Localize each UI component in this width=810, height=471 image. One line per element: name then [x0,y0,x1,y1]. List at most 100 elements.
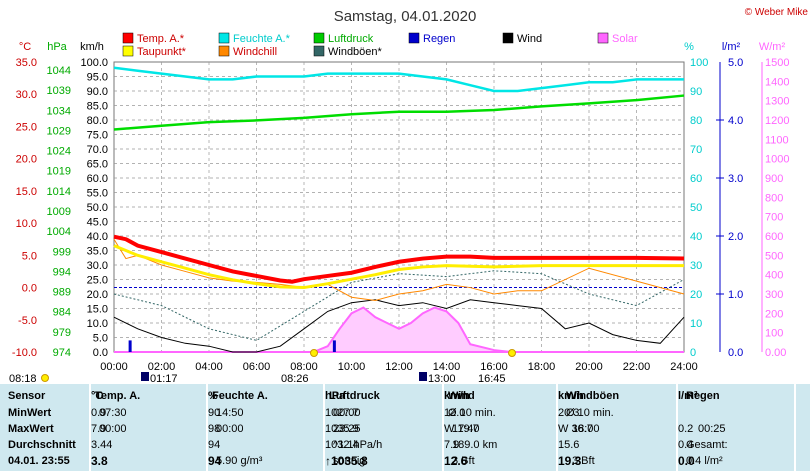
legend-swatch [122,32,134,44]
humidity-min-time: 14:50 [216,407,244,419]
wind-tick-label: 15.0 [87,304,108,316]
rain-axis-unit: l/m² [722,41,741,53]
legend-label: Feuchte A.* [233,33,291,45]
solar-tick-label: 1200 [765,115,789,127]
legend-swatch [218,45,230,57]
x-tick-label: 04:00 [195,361,223,373]
rain-bar [128,340,132,352]
pressure-trend: ^1.1hPa/h [333,439,383,451]
wind-tick-label: 85.0 [87,101,108,113]
wind-tick-label: 50.0 [87,202,108,214]
pressure-tick-label: 999 [53,246,71,258]
gust-max-time: 18:00 [572,423,600,435]
legend-label: Temp. A.* [137,33,185,45]
row-label-min: MinWert [8,407,52,419]
rain-tick-label: 0.0 [728,347,743,359]
solar-tick-label: 0.00 [765,347,786,359]
temp-tick-label: 20.0 [16,154,37,166]
x-tick-label: 10:00 [338,361,366,373]
humidity-series [113,66,684,93]
pressure-axis-unit: hPa [47,41,67,53]
pressure-current-value: ↑1035.8 [325,454,368,468]
wind-beaufort: 3 Bft [452,455,475,467]
humidity-tick-label: 0 [690,347,696,359]
humidity-abs-value: 5.90 g/m³ [216,455,263,467]
humidity-avg-value: 94 [208,439,221,451]
humidity-current-value: 94 [208,454,222,468]
wind-series [113,299,685,353]
temp-tick-label: 35.0 [16,57,37,69]
wind-tick-label: 5.0 [93,333,108,345]
rain-max-time: 00:25 [698,423,726,435]
column-divider [794,384,796,471]
humidity-axis-unit: % [684,41,694,53]
temp-tick-label: 5.0 [22,250,37,262]
wind-tick-label: 95.0 [87,72,108,84]
rain-rate: 0.4 l/m² [686,455,723,467]
pressure-tick-label: 1014 [47,186,71,198]
legend-label: Windchill [233,46,277,58]
humidity-tick-label: 10 [690,318,702,330]
wind-max-value: W 19.7 [444,423,479,435]
gust-header: Windböen [566,390,620,402]
weather-chart: Samstag, 04.01.2020 © Weber Mike Temp. A… [9,7,808,384]
wind-unit: km/h [444,390,470,402]
x-tick-label: 14:00 [433,361,461,373]
humidity-tick-label: 60 [690,173,702,185]
rain-tick-label: 5.0 [728,57,743,69]
wind-tick-label: 55.0 [87,188,108,200]
sensor-header: Sensor [8,390,46,402]
humidity-unit: % [208,390,218,402]
wind-avg-label: Ø 10 min. [448,407,496,419]
temperature-series [113,234,685,284]
temp-header: Temp. A. [95,390,141,402]
pressure-header: Luftdruck [329,390,380,402]
humidity-max-time: 00:00 [216,423,244,435]
pressure-tick-label: 1034 [47,105,71,117]
legend-swatch [313,45,325,57]
humidity-tick-label: 70 [690,144,702,156]
column-divider [676,384,678,471]
pressure-tick-label: 984 [53,307,71,319]
pressure-tick-label: 974 [53,347,71,359]
rain-tick-label: 1.0 [728,289,743,301]
solar-tick-label: 900 [765,173,783,185]
gust-min-value: 20.3 [558,407,580,419]
solar-axis-unit: W/m² [759,41,786,53]
pressure-tick-label: 1039 [47,85,71,97]
wind-tick-label: 70.0 [87,144,108,156]
wind-tick-label: 90.0 [87,86,108,98]
temp-tick-label: 0.0 [22,283,37,295]
column-divider [556,384,558,471]
stats-table: Sensor MinWert MaxWert Durchschnitt 04.0… [0,384,810,471]
x-tick-label: 12:00 [385,361,413,373]
legend-label: Solar [612,33,638,45]
sunrise-marker-icon [310,349,318,357]
rain-tick-label: 2.0 [728,231,743,243]
legend-label: Regen [423,33,455,45]
wind-avg-value: 7.9 [444,439,460,451]
pressure-tick-label: 994 [53,266,71,278]
sunrise-time-2: 08:26 [281,373,309,384]
wind-max-time: 17:40 [452,423,480,435]
column-divider [323,384,325,471]
wind-tick-label: 80.0 [87,115,108,127]
rain-current-value: 0.0 [678,454,695,468]
pressure-min-value: 1027.7 [325,407,359,419]
wind-tick-label: 45.0 [87,217,108,229]
humidity-max-value: 98 [208,423,221,435]
wind-tick-label: 20.0 [87,289,108,301]
humidity-tick-label: 90 [690,86,702,98]
humidity-column: Feuchte A. % 14:50 90 00:00 98 94 5.90 g… [208,384,323,471]
legend-label: Luftdruck [328,33,374,45]
pressure-column: Luftdruck hPa 00:00 1027.7 23:25 1035.9 … [325,384,442,471]
moonset-time: 01:17 [150,373,178,384]
x-tick-label: 00:00 [100,361,128,373]
gust-beaufort: 3 Bft [572,455,595,467]
temp-tick-label: 10.0 [16,218,37,230]
wind-tick-label: 10.0 [87,318,108,330]
pressure-avg-value: 1032.4 [325,439,359,451]
legend-swatch [597,32,609,44]
chart-legend: Temp. A.* Feuchte A.* Luftdruck Regen Wind So… [122,32,638,58]
row-label-current: 04.01. 23:55 [8,455,70,467]
